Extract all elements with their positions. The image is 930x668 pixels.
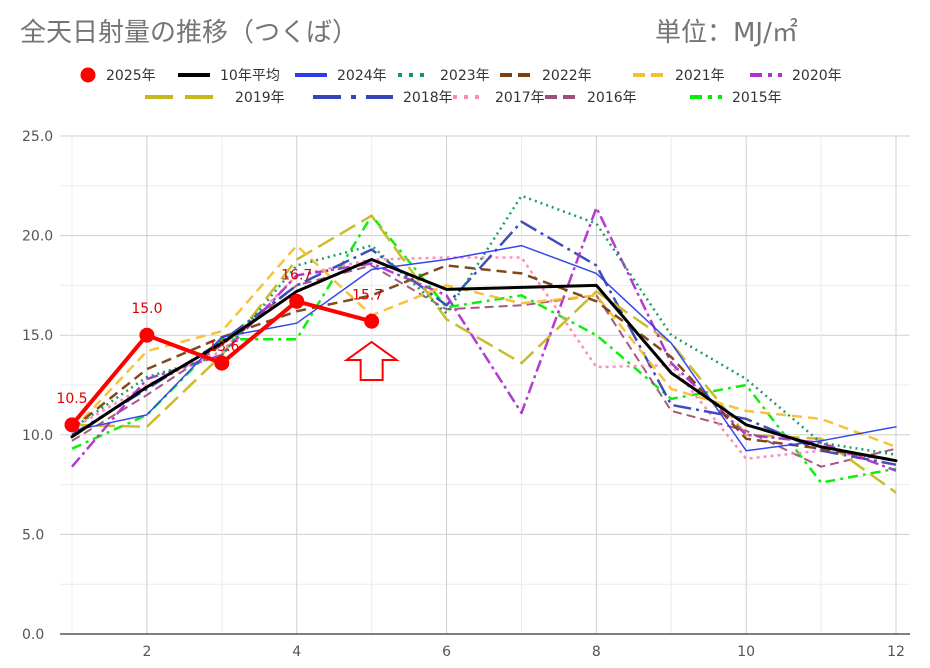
- legend-label: 2015年: [732, 90, 782, 106]
- x-tick-label: 4: [292, 644, 301, 660]
- legend-label: 2019年: [235, 90, 285, 106]
- y-tick-label: 10.0: [22, 428, 53, 444]
- series-line: [71, 194, 897, 456]
- x-tick-label: 12: [887, 644, 905, 660]
- legend-label: 2022年: [542, 68, 592, 84]
- legend-item: 2015年: [690, 90, 782, 106]
- legend-swatch: [80, 67, 96, 83]
- series-line: [71, 206, 897, 472]
- chart-grid: 0.0 5.0 10.0 15.0 20.0 25.0 2 4 6 8 10 12: [22, 129, 910, 660]
- data-point: [364, 313, 380, 329]
- chart-title: 全天日射量の推移（つくば）: [20, 18, 359, 48]
- data-point: [64, 417, 80, 433]
- legend-item: 2018年: [313, 90, 453, 106]
- series-line: [70, 258, 898, 463]
- x-tick-label: 2: [142, 644, 151, 660]
- y-tick-label: 15.0: [22, 328, 53, 344]
- legend-item: 2024年: [295, 68, 387, 84]
- data-label: 13.6: [208, 339, 239, 355]
- annotation-arrow-group: [343, 340, 400, 381]
- series-line: [71, 244, 897, 448]
- x-tick-label: 10: [737, 644, 755, 660]
- data-label: 16.7: [281, 267, 312, 283]
- data-labels: 10.5 15.0 13.6 16.7 15.7: [56, 267, 383, 407]
- unit-label: 単位：MJ/㎡: [655, 18, 798, 48]
- legend-label: 2020年: [792, 68, 842, 84]
- up-arrow-annotation: [343, 340, 400, 381]
- y-tick-label: 0.0: [22, 627, 44, 643]
- data-point: [289, 293, 305, 309]
- legend-item: 2023年: [398, 68, 490, 84]
- legend-label: 2021年: [675, 68, 725, 84]
- legend-item: 2020年: [750, 68, 842, 84]
- legend-item: 2016年: [545, 90, 637, 106]
- legend-item: 10年平均: [178, 68, 280, 84]
- y-tick-label: 5.0: [22, 527, 44, 543]
- data-label: 15.0: [131, 301, 162, 317]
- legend-label: 2024年: [337, 68, 387, 84]
- y-tick-label: 25.0: [22, 129, 53, 145]
- legend-item: 2017年: [453, 90, 545, 106]
- y-tick-label: 20.0: [22, 229, 53, 245]
- legend-label: 2025年: [106, 68, 156, 84]
- series-line: [71, 264, 897, 462]
- legend-label: 10年平均: [220, 68, 280, 84]
- data-label: 15.7: [352, 287, 383, 303]
- x-tick-label: 8: [592, 644, 601, 660]
- legend-item: 2025年: [80, 67, 156, 84]
- legend-label: 2016年: [587, 90, 637, 106]
- data-point: [214, 355, 230, 371]
- data-label: 10.5: [56, 391, 87, 407]
- data-point: [139, 327, 155, 343]
- legend-item: 2021年: [633, 68, 725, 84]
- chart-series: [64, 194, 898, 494]
- legend-label: 2023年: [440, 68, 490, 84]
- legend-item: 2022年: [500, 68, 592, 84]
- legend-label: 2017年: [495, 90, 545, 106]
- x-tick-label: 6: [442, 644, 451, 660]
- legend-label: 2018年: [403, 90, 453, 106]
- legend: 2025年 10年平均 2024年 2023年 2022年 2021年 2020年 2019年…: [80, 67, 842, 106]
- legend-item: 2019年: [145, 90, 285, 106]
